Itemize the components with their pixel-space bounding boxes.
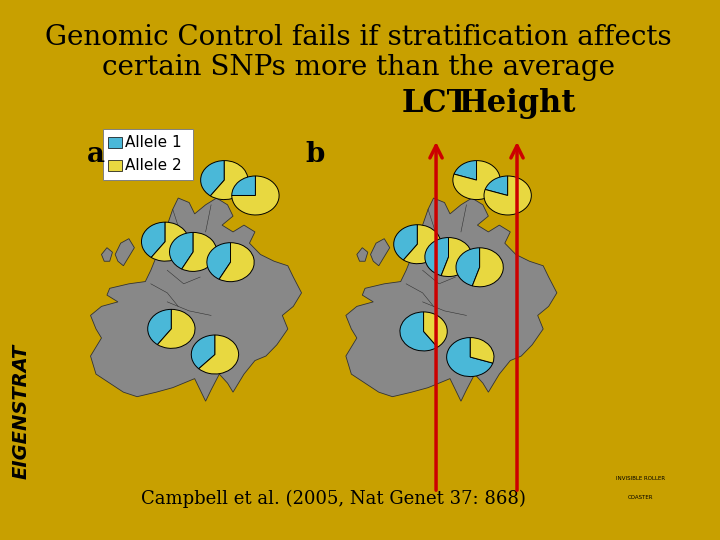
Text: EIGENSTRAT: EIGENSTRAT xyxy=(12,343,30,478)
Wedge shape xyxy=(210,160,248,200)
Wedge shape xyxy=(207,242,230,279)
Polygon shape xyxy=(357,248,368,261)
Text: LCT: LCT xyxy=(402,87,470,118)
Text: b: b xyxy=(305,141,325,168)
Polygon shape xyxy=(102,248,112,261)
Text: Campbell et al. (2005, Nat Genet 37: 868): Campbell et al. (2005, Nat Genet 37: 868… xyxy=(141,490,526,509)
Bar xyxy=(108,137,122,148)
Wedge shape xyxy=(148,309,171,345)
Wedge shape xyxy=(470,338,494,363)
Text: COASTER: COASTER xyxy=(628,495,654,501)
Wedge shape xyxy=(181,232,217,272)
Bar xyxy=(103,129,193,180)
Text: INVISIBLE ROLLER: INVISIBLE ROLLER xyxy=(616,476,665,481)
Text: Allele 1: Allele 1 xyxy=(125,135,182,150)
Wedge shape xyxy=(441,238,472,276)
Wedge shape xyxy=(232,176,279,215)
Wedge shape xyxy=(199,335,238,374)
Wedge shape xyxy=(453,160,500,200)
Wedge shape xyxy=(151,222,189,261)
Polygon shape xyxy=(371,239,390,266)
Text: a: a xyxy=(87,141,105,168)
Wedge shape xyxy=(403,225,441,264)
Wedge shape xyxy=(472,248,503,287)
Wedge shape xyxy=(400,312,438,351)
Wedge shape xyxy=(201,160,225,196)
Wedge shape xyxy=(192,335,215,369)
Wedge shape xyxy=(232,176,256,195)
Wedge shape xyxy=(219,242,254,282)
Wedge shape xyxy=(446,338,492,376)
Wedge shape xyxy=(484,176,531,215)
Text: Height: Height xyxy=(458,87,576,118)
Text: Genomic Control fails if stratification affects: Genomic Control fails if stratification … xyxy=(45,24,672,51)
Wedge shape xyxy=(158,309,195,348)
Polygon shape xyxy=(115,239,135,266)
Wedge shape xyxy=(141,222,165,258)
Bar xyxy=(108,160,122,171)
Polygon shape xyxy=(346,198,557,401)
Wedge shape xyxy=(169,232,193,269)
Text: certain SNPs more than the average: certain SNPs more than the average xyxy=(102,55,615,82)
Wedge shape xyxy=(456,248,480,286)
Wedge shape xyxy=(394,225,418,260)
Wedge shape xyxy=(485,176,508,195)
Text: Allele 2: Allele 2 xyxy=(125,158,182,173)
Wedge shape xyxy=(454,160,477,180)
Wedge shape xyxy=(425,238,449,275)
Polygon shape xyxy=(91,198,302,401)
Wedge shape xyxy=(423,312,447,347)
